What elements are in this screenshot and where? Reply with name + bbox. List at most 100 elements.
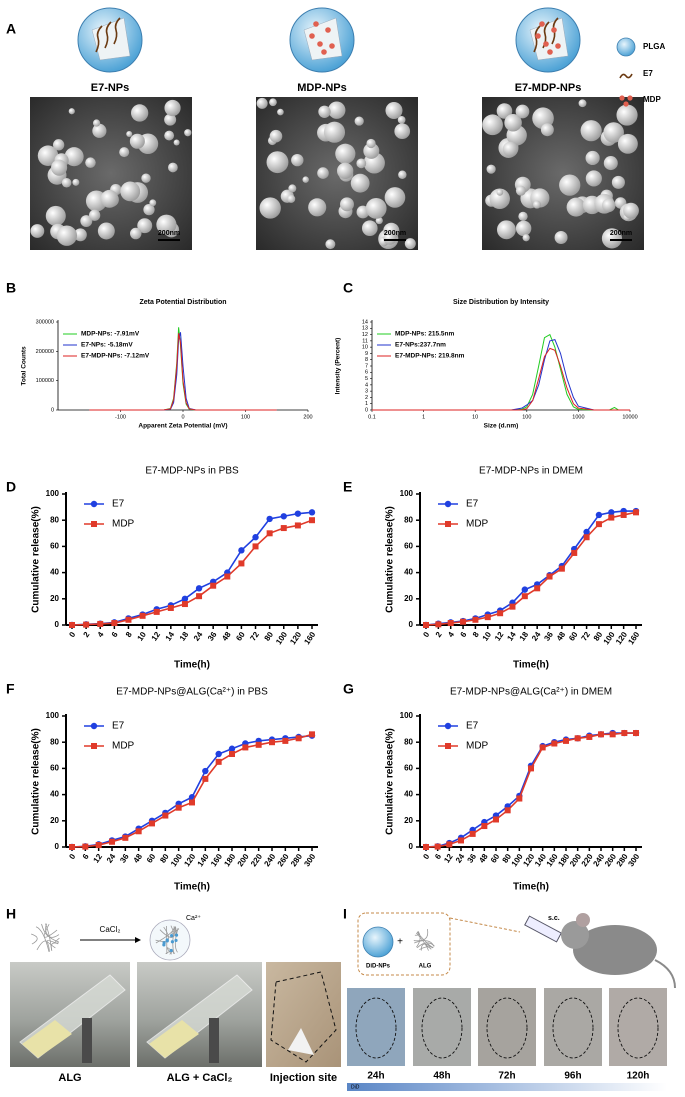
alginate-strand [417,932,433,948]
y-tick-label: 9 [365,351,368,357]
y-tick-label: 14 [362,319,368,325]
panel-label: F [6,681,15,697]
y-tick-label: 60 [404,542,413,551]
x-tick-label: 100 [169,852,184,869]
tem-particle [149,199,156,206]
legend-mdp-icon [619,95,624,100]
x-tick-label: 6 [110,630,120,639]
data-point [575,735,581,741]
tem-particle [72,179,79,186]
y-tick-label: 0 [409,620,414,629]
data-point [215,751,221,757]
x-axis-label: Apparent Zeta Potential (mV) [138,423,227,430]
series-line [72,734,312,847]
y-tick-label: 0 [55,842,60,851]
data-point [505,807,511,813]
data-point [295,510,301,516]
data-point [281,525,287,531]
panel-label: E [343,479,352,495]
tem-particle [579,99,587,107]
data-point [109,839,115,845]
x-tick-label: 260 [276,852,291,869]
ca-ion [170,934,173,937]
tem-particle [337,163,353,179]
x-tick-label: 100 [602,630,617,647]
mdp-dot [325,27,331,33]
data-point [210,583,216,589]
data-point [309,731,315,737]
x-tick-label: 120 [182,852,197,869]
x-tick-label: 300 [626,852,641,869]
data-point [136,828,142,834]
data-point [282,738,288,744]
x-tick-label: 12 [150,630,163,643]
tem-particle [51,160,67,176]
tem-particle [168,163,178,173]
data-point [470,831,476,837]
data-point [296,735,302,741]
y-tick-label: 12 [362,332,368,338]
tem-particle [482,114,503,135]
x-tick-label: 36 [206,630,219,643]
x-axis-label: Time(h) [513,660,549,671]
time-label: 96h [564,1071,581,1082]
panel-label: I [343,906,347,922]
chart-title: Zeta Potential Distribution [139,299,226,306]
y-tick-label: 40 [404,568,413,577]
tem-particle [503,142,518,157]
legend-e7-icon [620,74,632,78]
y-tick-label: 100 [46,489,60,498]
component-label: DiD-NPs [366,964,391,970]
data-point [266,516,272,522]
x-tick-label: 120 [288,630,303,647]
ca-ion [171,940,174,943]
data-point [621,730,627,736]
tem-particle [30,224,44,238]
data-point [446,841,452,847]
chart-title: E7-MDP-NPs in PBS [145,466,239,477]
tem-particle [586,170,602,186]
x-tick-label: 180 [222,852,237,869]
data-point [216,759,222,765]
legend-label: MDP [112,519,135,530]
x-tick-label: 18 [178,630,191,643]
tem-particle [120,181,140,201]
x-tick-label: 72 [248,630,261,643]
tem-particle [581,120,602,141]
legend-marker [91,501,97,507]
mdp-dot [313,21,319,27]
data-point [256,742,262,748]
data-point [242,744,248,750]
chart-title: E7-MDP-NPs@ALG(Ca²⁺) in PBS [116,687,268,698]
tem-particle [618,134,638,154]
legend-label: E7-NPs: -5.18mV [81,342,133,349]
connector [450,918,520,932]
ca-ion [174,939,177,942]
x-axis-label: Time(h) [174,660,210,671]
tem-particle [586,151,600,165]
x-tick-label: 6 [458,630,468,639]
x-tick-label: 48 [132,852,145,865]
chart-title: E7-MDP-NPs in DMEM [479,466,583,477]
x-tick-label: 0 [67,630,77,639]
data-point [295,522,301,528]
data-point [140,613,146,619]
tem-particle [119,147,129,157]
tem-particle [541,123,554,136]
y-axis-label: Cumulative release(%) [385,728,396,835]
tem-particle [324,122,345,143]
tem-particle [604,156,618,170]
series-line [426,733,636,847]
legend-marker [445,723,451,729]
tem-particle [567,198,586,217]
legend-label: MDP [466,741,489,752]
y-tick-label: 5 [365,376,368,382]
tem-particle [174,140,180,146]
y-tick-label: 10 [362,345,368,351]
legend-plga-icon [617,38,635,56]
x-tick-label: 10 [481,630,494,643]
x-tick-label: 0 [421,852,431,861]
y-tick-label: 7 [365,363,368,369]
x-tick-label: 10 [135,630,148,643]
